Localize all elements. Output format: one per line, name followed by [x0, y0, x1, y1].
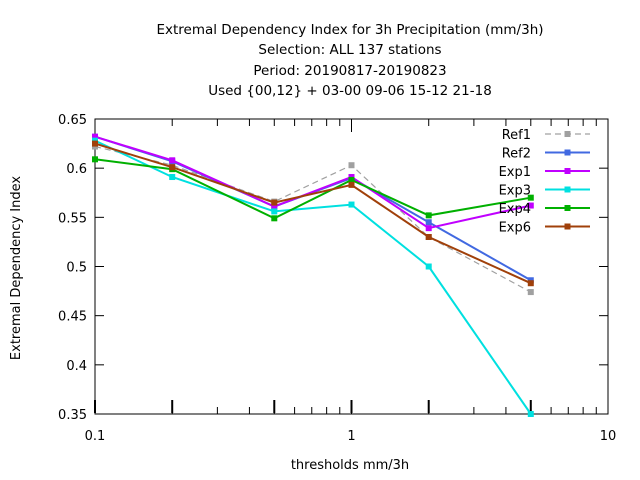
data-point	[169, 174, 176, 181]
series-line	[94, 145, 532, 293]
legend-label: Ref1	[502, 128, 531, 143]
legend-marker	[564, 149, 571, 156]
x-axis: 0.1 1 10	[85, 119, 617, 444]
x-axis-label: thresholds mm/3h	[291, 458, 409, 473]
data-point	[348, 162, 355, 169]
data-point	[271, 199, 278, 206]
series-exp3	[92, 137, 534, 417]
legend-label: Exp3	[499, 184, 531, 199]
legend-marker	[564, 131, 571, 137]
data-point	[271, 215, 278, 222]
y-tick-label: 0.45	[58, 310, 87, 325]
y-tick-label: 0.55	[58, 211, 87, 226]
data-point	[92, 133, 98, 140]
chart-title-line-3: Period: 20190817-20190823	[253, 63, 446, 79]
y-tick-label: 0.6	[66, 162, 87, 177]
legend-label: Exp4	[499, 202, 531, 217]
data-point	[271, 203, 278, 210]
x-tick-label: 10	[600, 429, 617, 444]
series-line	[94, 139, 532, 415]
data-point	[425, 234, 432, 240]
y-axis: 0.35 0.4 0.45 0.5 0.55 0.6 0.65	[58, 113, 608, 423]
data-point	[527, 280, 534, 287]
legend-label: Exp1	[499, 165, 531, 180]
chart-title: Extremal Dependency Index for 3h Precipi…	[156, 22, 543, 99]
data-point	[348, 176, 355, 183]
data-point	[169, 157, 176, 164]
chart-title-line-1: Extremal Dependency Index for 3h Precipi…	[156, 22, 543, 38]
legend-marker	[564, 205, 571, 211]
data-point	[527, 194, 534, 201]
y-tick-label: 0.4	[66, 359, 87, 374]
legend-item-ref1: Ref1	[502, 128, 590, 143]
legend-marker	[564, 223, 571, 230]
chart-title-line-2: Selection: ALL 137 stations	[258, 42, 441, 58]
data-point	[425, 212, 432, 219]
legend-item-exp4: Exp4	[499, 202, 590, 217]
data-point	[169, 164, 176, 171]
data-point	[527, 202, 534, 209]
data-point	[92, 156, 98, 163]
data-point	[348, 181, 355, 188]
data-point	[527, 289, 534, 296]
data-point	[425, 219, 432, 226]
data-point	[425, 263, 432, 270]
legend-item-exp1: Exp1	[499, 165, 590, 180]
data-point	[271, 208, 278, 215]
x-tick-label: 1	[347, 429, 355, 444]
data-point	[425, 225, 432, 232]
legend-item-ref2: Ref2	[502, 147, 590, 162]
series-exp6	[92, 140, 534, 287]
legend-marker	[564, 186, 571, 193]
legend-item-exp6: Exp6	[499, 221, 590, 236]
data-point	[92, 140, 98, 147]
data-point	[527, 411, 534, 417]
series-line	[94, 158, 531, 220]
legend-item-exp3: Exp3	[499, 184, 590, 199]
series-exp4	[92, 156, 534, 222]
series-exp1	[92, 133, 534, 232]
x-tick-label: 0.1	[85, 429, 106, 444]
y-tick-label: 0.5	[66, 261, 87, 276]
series-line	[94, 135, 532, 230]
series-layer	[92, 133, 534, 417]
legend-marker	[564, 168, 571, 174]
chart-title-line-4: Used {00,12} + 03-00 09-06 15-12 21-18	[208, 83, 492, 99]
legend: Ref1 Ref2 Exp1 Exp3 Exp4 Exp6	[499, 128, 590, 236]
y-tick-label: 0.35	[58, 408, 87, 423]
y-tick-label: 0.65	[58, 113, 87, 128]
data-point	[348, 201, 355, 208]
legend-label: Ref2	[502, 147, 531, 162]
legend-label: Exp6	[499, 221, 531, 236]
series-line	[94, 142, 532, 285]
y-axis-label: Extremal Dependency Index	[9, 176, 24, 360]
